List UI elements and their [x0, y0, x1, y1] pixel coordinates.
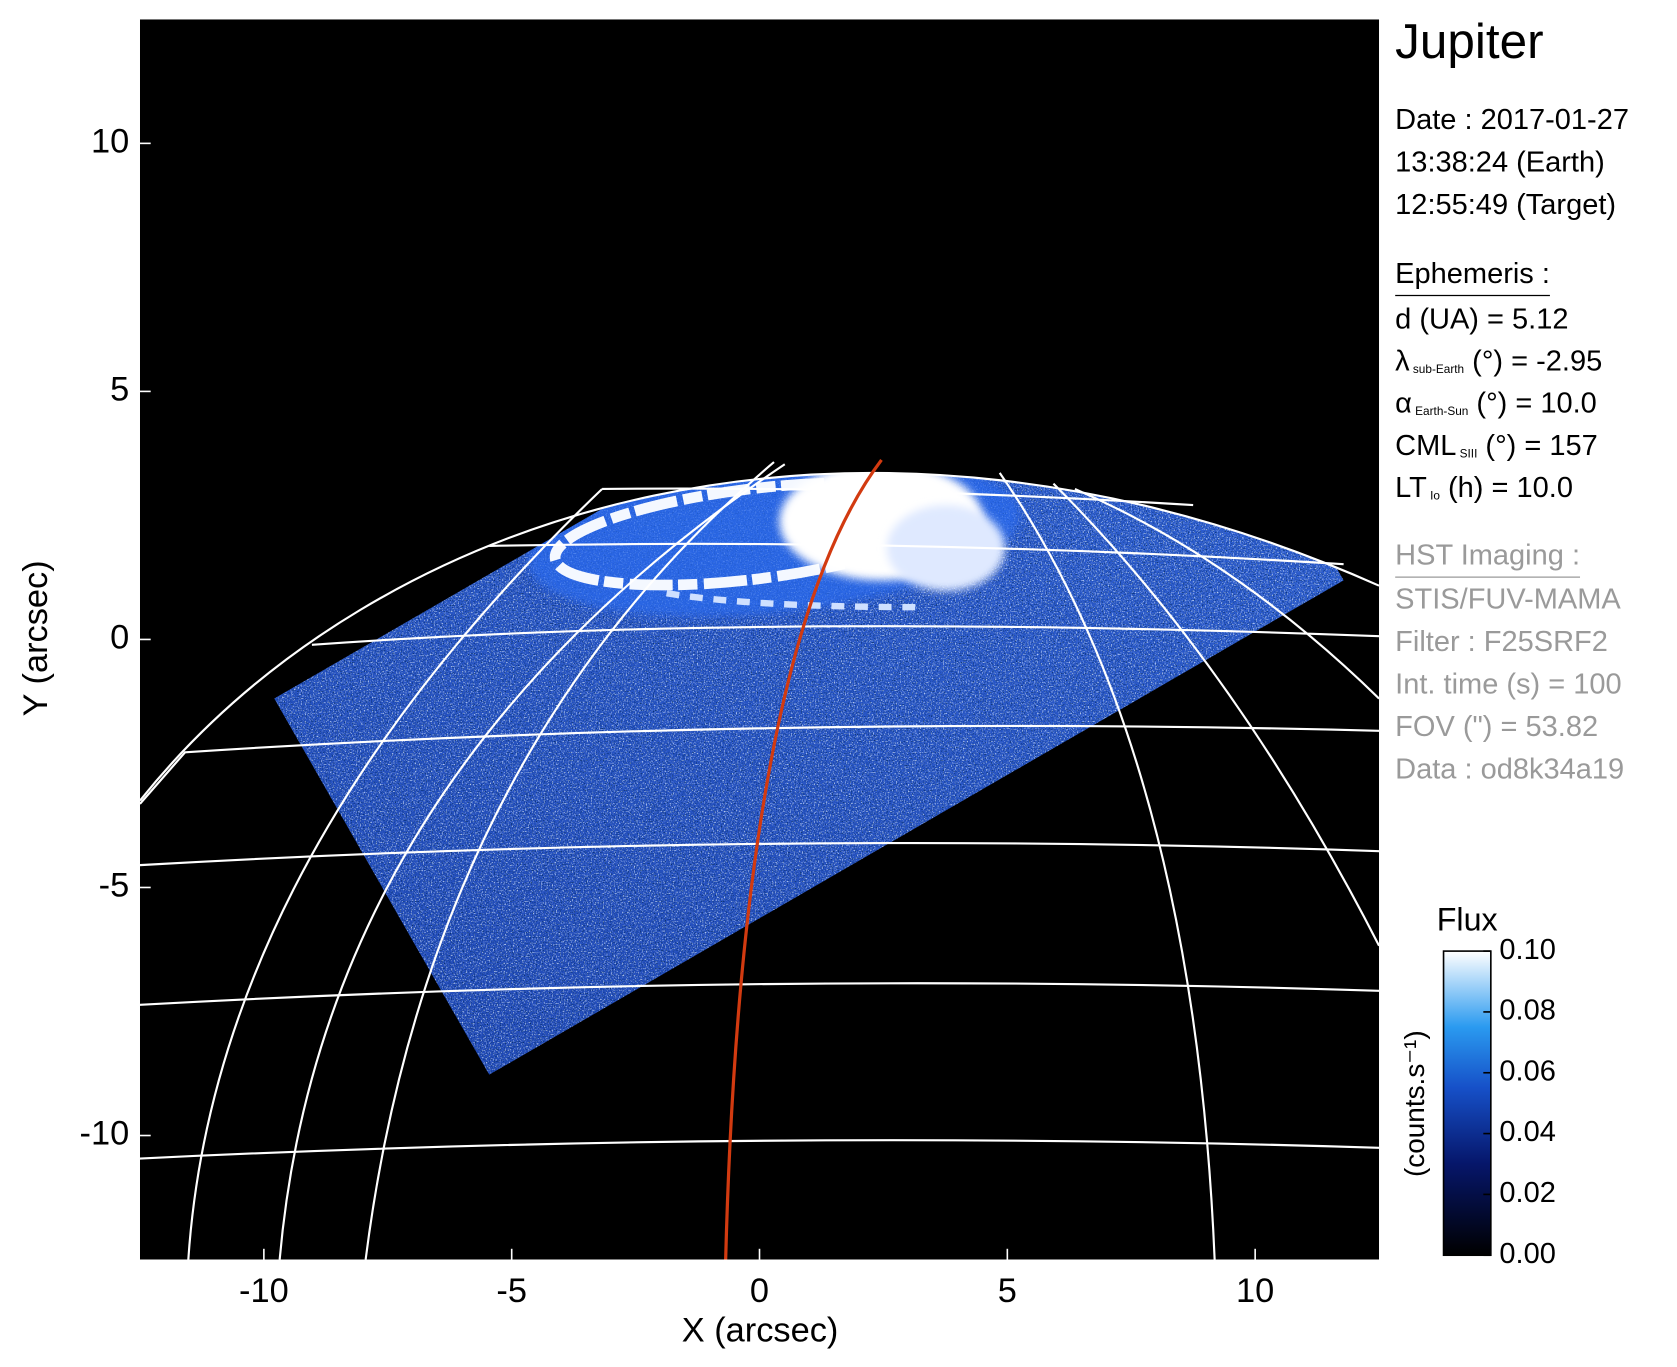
text-rest: (°) = 10.0 — [1468, 387, 1596, 419]
coordinate-grid — [139, 461, 1380, 1260]
y-axis-label: Y (arcsec) — [17, 560, 55, 716]
x-tick-label: -5 — [496, 1272, 527, 1310]
text-main: FOV (") = 53.82 — [1395, 711, 1598, 743]
y-tick-label: -10 — [80, 1115, 130, 1153]
text-main: Data : od8k34a19 — [1395, 753, 1624, 785]
colorbar-tick-label: 0.02 — [1499, 1177, 1555, 1209]
panel-line: LT Io (h) = 10.0 — [1395, 472, 1573, 504]
colorbar-tick-label: 0.06 — [1499, 1055, 1555, 1087]
panel-line: FOV (") = 53.82 — [1395, 711, 1598, 743]
aurora — [528, 473, 1020, 617]
text-main: LT — [1395, 472, 1427, 504]
panel-line: d (UA) = 5.12 — [1395, 303, 1568, 335]
panel-line: STIS/FUV-MAMA — [1395, 583, 1621, 615]
y-tick-label: 0 — [110, 619, 129, 657]
colorbar-tick-label: 0.04 — [1499, 1116, 1555, 1148]
colorbar — [1442, 950, 1492, 1257]
panel-line: Filter : F25SRF2 — [1395, 626, 1608, 658]
text-main: STIS/FUV-MAMA — [1395, 583, 1621, 615]
text-main: λ — [1395, 345, 1410, 377]
panel-heading: HST Imaging : — [1395, 539, 1580, 571]
x-tick-label: 0 — [750, 1272, 769, 1310]
panel-line: λ sub-Earth (°) = -2.95 — [1395, 345, 1602, 377]
text-subscript: Earth-Sun — [1415, 404, 1468, 418]
colorbar-label: (counts.s⁻¹) — [1399, 1030, 1430, 1177]
central-meridian — [724, 458, 883, 1260]
panel-line: Data : od8k34a19 — [1395, 753, 1624, 785]
panel-heading: Ephemeris : — [1395, 258, 1550, 290]
date-line: Date : 2017-01-27 — [1395, 104, 1629, 136]
text-main: Int. time (s) = 100 — [1395, 668, 1621, 700]
text-main: Filter : F25SRF2 — [1395, 626, 1608, 658]
panel-line: CML SIII (°) = 157 — [1395, 430, 1598, 462]
text-rest: (h) = 10.0 — [1440, 472, 1573, 504]
date-line: 12:55:49 (Target) — [1395, 189, 1616, 221]
x-tick-label: -10 — [239, 1272, 289, 1310]
target-name: Jupiter — [1395, 14, 1543, 69]
plot-area — [139, 19, 1380, 1260]
text-subscript: Io — [1430, 489, 1440, 503]
text-rest: (°) = -2.95 — [1464, 345, 1602, 377]
text-subscript: SIII — [1460, 447, 1478, 461]
x-tick-label: 10 — [1236, 1272, 1274, 1310]
colorbar-tick-label: 0.00 — [1499, 1238, 1555, 1270]
colorbar-title: Flux — [1437, 902, 1498, 938]
y-tick-label: -5 — [99, 867, 130, 905]
y-tick-label: 5 — [110, 370, 129, 408]
colorbar-tick-label: 0.10 — [1499, 934, 1555, 966]
text-main: CML — [1395, 430, 1456, 462]
x-axis-label: X (arcsec) — [682, 1312, 839, 1350]
colorbar-tick-label: 0.08 — [1499, 995, 1555, 1027]
text-rest: (°) = 157 — [1477, 430, 1597, 462]
text-subscript: sub-Earth — [1413, 362, 1464, 376]
panel-line: α Earth-Sun (°) = 10.0 — [1395, 387, 1597, 419]
text-main: d (UA) = 5.12 — [1395, 303, 1568, 335]
x-tick-label: 5 — [998, 1272, 1017, 1310]
panel-line: Int. time (s) = 100 — [1395, 668, 1621, 700]
y-tick-label: 10 — [91, 122, 129, 160]
date-line: 13:38:24 (Earth) — [1395, 147, 1605, 179]
text-main: α — [1395, 387, 1412, 419]
